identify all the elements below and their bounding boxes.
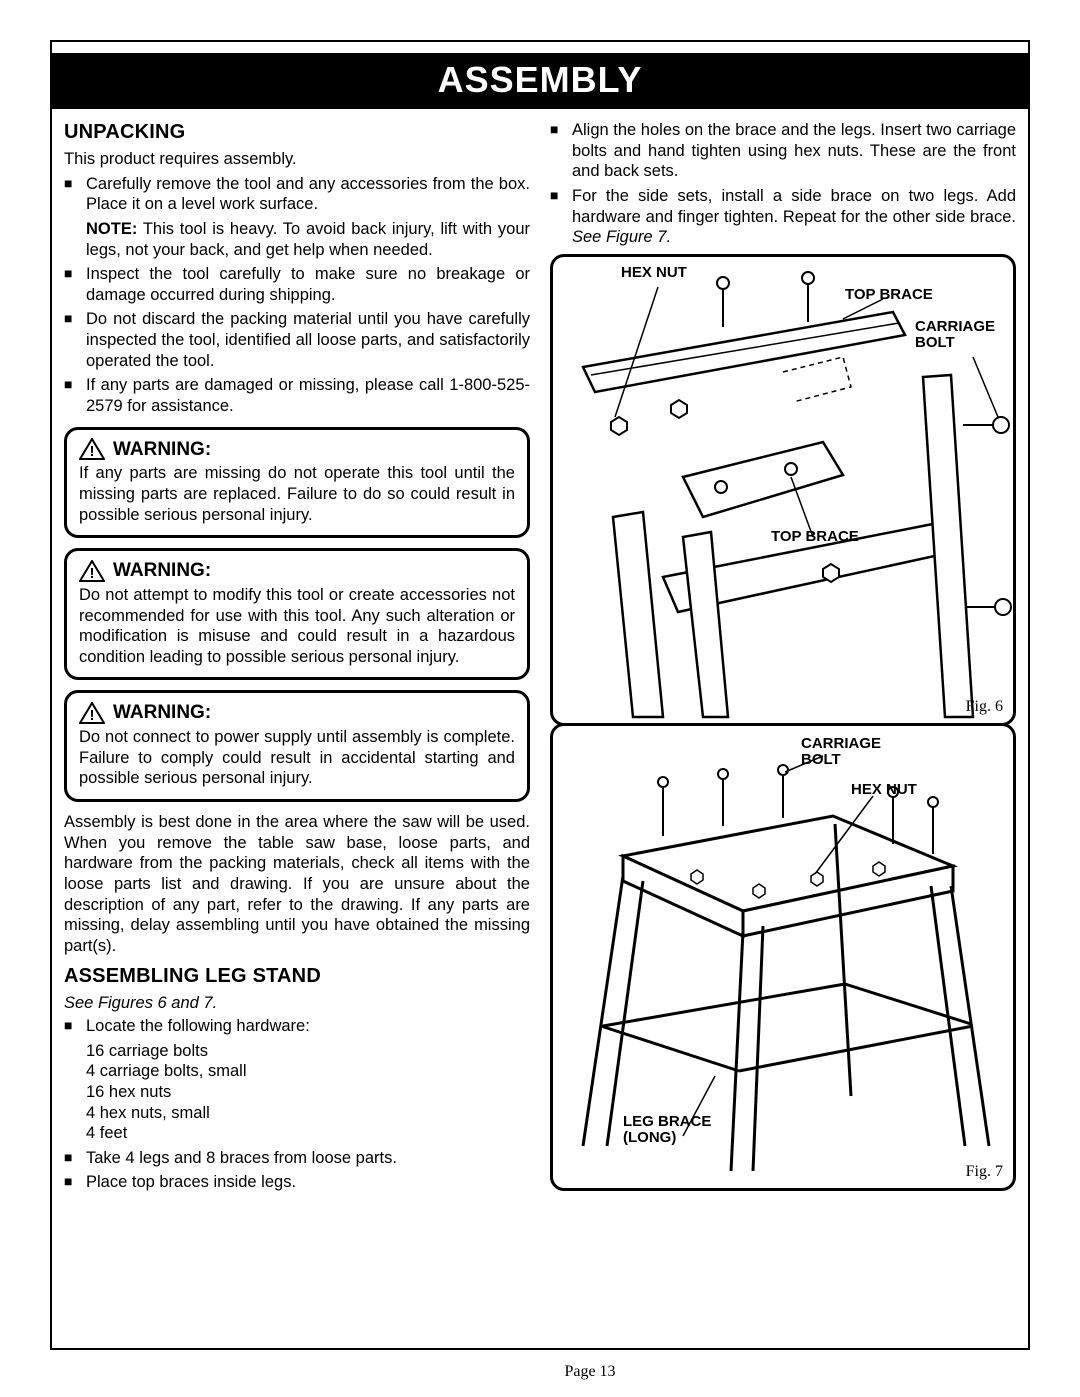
warning-text-1: If any parts are missing do not operate … xyxy=(79,463,515,525)
note-label: NOTE: xyxy=(86,220,137,238)
fig6-caption: Fig. 6 xyxy=(966,697,1003,717)
unpacking-intro: This product requires assembly. xyxy=(64,149,530,170)
leg-bullets: Locate the following hardware: xyxy=(64,1016,530,1037)
bullet-side-sets-text: For the side sets, install a side brace … xyxy=(572,187,1016,226)
page-number: Page 13 xyxy=(50,1363,1080,1381)
warning-box-1: ! WARNING: If any parts are missing do n… xyxy=(64,427,530,539)
unpacking-bullets-2: Inspect the tool carefully to make sure … xyxy=(64,264,530,416)
right-column: Align the holes on the brace and the leg… xyxy=(550,112,1016,1197)
svg-text:!: ! xyxy=(90,565,95,582)
label-hex-nut: HEX NUT xyxy=(621,265,687,281)
bullet-locate-hw: Locate the following hardware: xyxy=(64,1016,530,1037)
bullet-inspect: Inspect the tool carefully to make sure … xyxy=(64,264,530,305)
unpacking-heading: UNPACKING xyxy=(64,120,530,145)
svg-text:!: ! xyxy=(90,443,95,460)
bullet-call: If any parts are damaged or missing, ple… xyxy=(64,375,530,416)
warning-icon: ! xyxy=(79,438,105,460)
bullet-align-holes: Align the holes on the brace and the leg… xyxy=(550,120,1016,182)
bullet-remove-tool: Carefully remove the tool and any access… xyxy=(64,174,530,215)
left-column: UNPACKING This product requires assembly… xyxy=(64,112,530,1197)
hw-3: 16 hex nuts xyxy=(86,1082,530,1103)
leg-stand-heading: ASSEMBLING LEG STAND xyxy=(64,964,530,989)
bullet-side-sets: For the side sets, install a side brace … xyxy=(550,186,1016,248)
unpacking-bullets: Carefully remove the tool and any access… xyxy=(64,174,530,215)
hw-2: 4 carriage bolts, small xyxy=(86,1061,530,1082)
svg-text:!: ! xyxy=(90,707,95,724)
warning-box-3: ! WARNING: Do not connect to power suppl… xyxy=(64,690,530,802)
bullet-packing: Do not discard the packing material unti… xyxy=(64,309,530,371)
note-paragraph: NOTE: This tool is heavy. To avoid back … xyxy=(64,219,530,260)
label-leg-brace: LEG BRACE (LONG) xyxy=(623,1114,711,1146)
assembly-paragraph: Assembly is best done in the area where … xyxy=(64,812,530,956)
label-carriage-bolt-7: CARRIAGE BOLT xyxy=(801,736,881,768)
warning-label-3: WARNING: xyxy=(113,701,211,725)
right-bullets: Align the holes on the brace and the leg… xyxy=(550,120,1016,248)
label-hex-nut-7: HEX NUT xyxy=(851,782,917,798)
hw-5: 4 feet xyxy=(86,1123,530,1144)
label-top-brace: TOP BRACE xyxy=(845,287,933,303)
see-fig-7: See Figure 7. xyxy=(572,228,671,246)
warning-text-3: Do not connect to power supply until ass… xyxy=(79,727,515,789)
see-figures: See Figures 6 and 7. xyxy=(64,993,530,1014)
warning-icon: ! xyxy=(79,702,105,724)
warning-label-1: WARNING: xyxy=(113,438,211,462)
hw-1: 16 carriage bolts xyxy=(86,1041,530,1062)
note-text: This tool is heavy. To avoid back injury… xyxy=(86,220,530,259)
label-top-brace-2: TOP BRACE xyxy=(771,529,859,545)
warning-text-2: Do not attempt to modify this tool or cr… xyxy=(79,585,515,668)
hardware-list: 16 carriage bolts 4 carriage bolts, smal… xyxy=(64,1041,530,1144)
warning-head-2: ! WARNING: xyxy=(79,559,515,583)
warning-head-1: ! WARNING: xyxy=(79,438,515,462)
warning-label-2: WARNING: xyxy=(113,559,211,583)
leg-bullets-2: Take 4 legs and 8 braces from loose part… xyxy=(64,1148,530,1193)
label-carriage-bolt: CARRIAGE BOLT xyxy=(915,319,995,351)
bullet-take-legs: Take 4 legs and 8 braces from loose part… xyxy=(64,1148,530,1169)
warning-head-3: ! WARNING: xyxy=(79,701,515,725)
warning-icon: ! xyxy=(79,560,105,582)
section-banner: ASSEMBLY xyxy=(52,53,1028,109)
two-column-layout: UNPACKING This product requires assembly… xyxy=(64,112,1016,1197)
figure-6-box: HEX NUT TOP BRACE CARRIAGE BOLT TOP BRAC… xyxy=(550,254,1016,726)
hw-4: 4 hex nuts, small xyxy=(86,1103,530,1124)
figure-7-box: CARRIAGE BOLT HEX NUT LEG BRACE (LONG) F… xyxy=(550,723,1016,1191)
figure-7-drawing xyxy=(553,726,1013,1188)
bullet-place-braces: Place top braces inside legs. xyxy=(64,1172,530,1193)
fig7-caption: Fig. 7 xyxy=(966,1162,1003,1182)
warning-box-2: ! WARNING: Do not attempt to modify this… xyxy=(64,548,530,680)
